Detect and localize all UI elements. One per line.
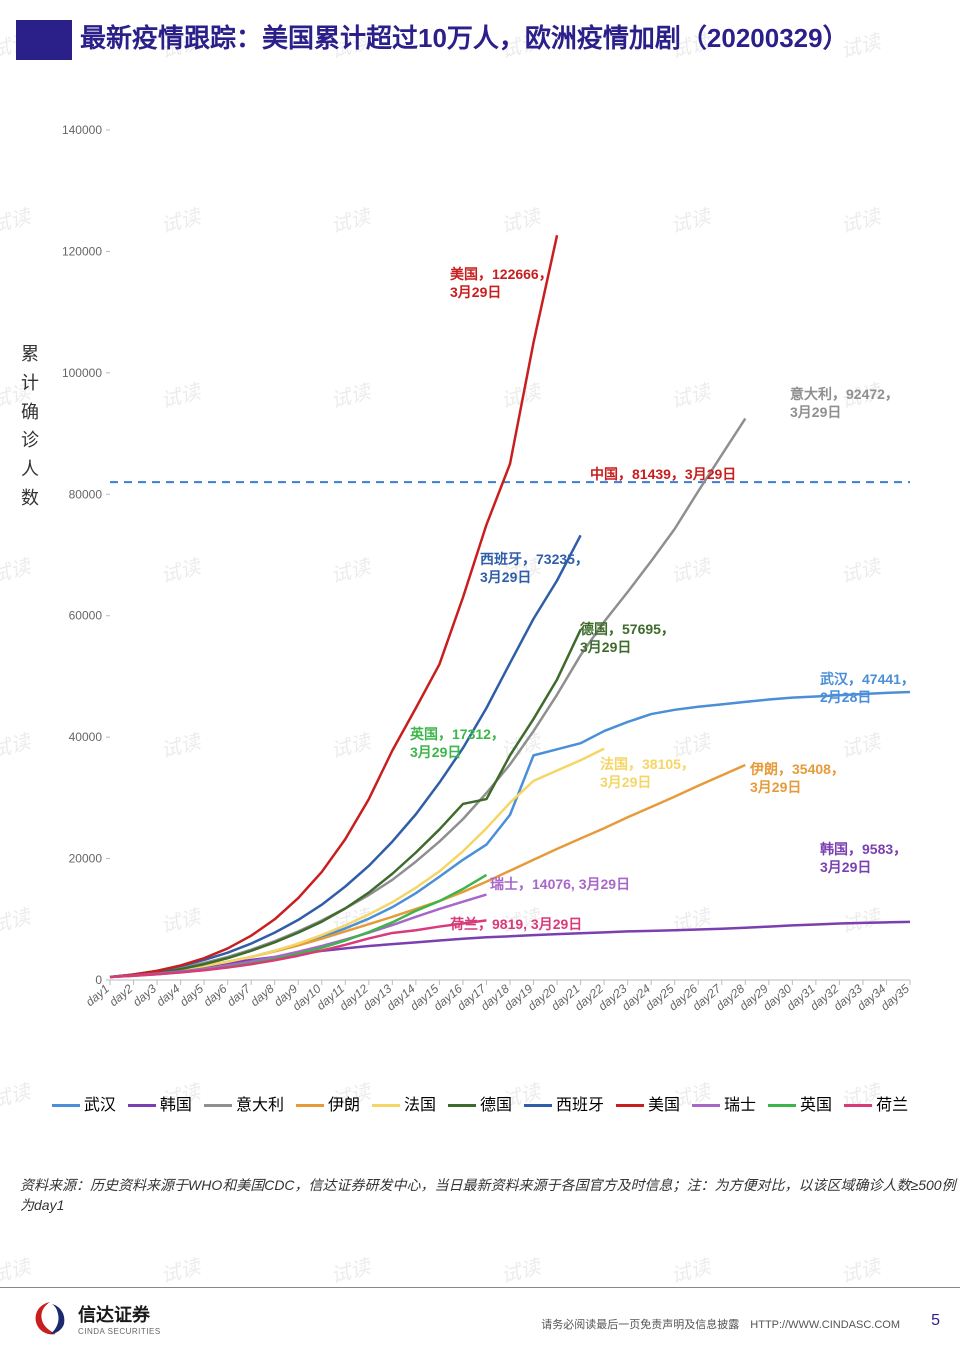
footer-company-cn: 信达证券 — [78, 1301, 161, 1327]
source-note: 资料来源：历史资料来源于WHO和美国CDC，信达证券研发中心，当日最新资料来源于… — [20, 1175, 960, 1215]
chart-data-label: 瑞士，14076, 3月29日 — [490, 875, 630, 893]
chart-data-label: 法国，38105，3月29日 — [600, 755, 695, 791]
legend-label: 德国 — [480, 1097, 512, 1114]
legend-item: 韩国 — [128, 1090, 192, 1122]
chart-data-label: 英国，17312，3月29日 — [410, 725, 505, 761]
footer-page-number: 5 — [931, 1312, 940, 1330]
legend-item: 瑞士 — [692, 1090, 756, 1122]
y-axis-label: 累计确诊人数 — [20, 340, 40, 513]
legend-swatch — [372, 1104, 400, 1107]
legend-item: 美国 — [616, 1090, 680, 1122]
footer-disclaimer: 请务必阅读最后一页免责声明及信息披露 HTTP://WWW.CINDASC.CO… — [541, 1316, 900, 1332]
legend-swatch — [52, 1104, 80, 1107]
legend-swatch — [616, 1104, 644, 1107]
legend-label: 法国 — [404, 1097, 436, 1114]
chart-data-label: 西班牙，73235，3月29日 — [480, 550, 589, 586]
legend-item: 德国 — [448, 1090, 512, 1122]
legend-swatch — [448, 1104, 476, 1107]
legend-item: 西班牙 — [524, 1090, 604, 1122]
chart-data-label: 武汉，47441，2月28日 — [820, 670, 915, 706]
header-accent-bar — [66, 20, 72, 60]
page-title: 最新疫情跟踪：美国累计超过10万人，欧洲疫情加剧（20200329） — [80, 18, 849, 55]
footer-logo: 信达证券 CINDA SECURITIES — [30, 1298, 161, 1338]
legend-label: 英国 — [800, 1097, 832, 1114]
legend-label: 伊朗 — [328, 1097, 360, 1114]
legend-item: 意大利 — [204, 1090, 284, 1122]
page-footer: 信达证券 CINDA SECURITIES 请务必阅读最后一页免责声明及信息披露… — [0, 1287, 960, 1357]
chart-legend: 武汉 韩国 意大利 伊朗 法国 德国 西班牙 美国 瑞士 英国 荷兰 — [0, 1090, 960, 1122]
chart-data-label: 德国，57695，3月29日 — [580, 620, 675, 656]
legend-swatch — [844, 1104, 872, 1107]
legend-label: 瑞士 — [724, 1097, 756, 1114]
legend-label: 荷兰 — [876, 1097, 908, 1114]
legend-swatch — [128, 1104, 156, 1107]
chart-data-label: 韩国，9583，3月29日 — [820, 840, 907, 876]
chart-data-labels: 美国，122666，3月29日意大利，92472，3月29日中国，81439，3… — [50, 120, 920, 1070]
legend-swatch — [768, 1104, 796, 1107]
legend-item: 武汉 — [52, 1090, 116, 1122]
legend-label: 西班牙 — [556, 1097, 604, 1114]
chart-data-label: 美国，122666，3月29日 — [450, 265, 553, 301]
legend-label: 韩国 — [160, 1097, 192, 1114]
legend-swatch — [524, 1104, 552, 1107]
legend-item: 英国 — [768, 1090, 832, 1122]
header-color-block — [16, 20, 66, 60]
legend-label: 意大利 — [236, 1097, 284, 1114]
legend-swatch — [204, 1104, 232, 1107]
legend-swatch — [296, 1104, 324, 1107]
footer-company-en: CINDA SECURITIES — [78, 1327, 161, 1336]
chart-data-label: 荷兰，9819, 3月29日 — [450, 915, 582, 933]
chart-data-label: 伊朗，35408，3月29日 — [750, 760, 845, 796]
legend-item: 伊朗 — [296, 1090, 360, 1122]
company-logo-icon — [30, 1298, 70, 1338]
legend-label: 武汉 — [84, 1097, 116, 1114]
legend-label: 美国 — [648, 1097, 680, 1114]
legend-swatch — [692, 1104, 720, 1107]
legend-item: 法国 — [372, 1090, 436, 1122]
chart-data-label: 意大利，92472，3月29日 — [790, 385, 899, 421]
chart-data-label: 中国，81439，3月29日 — [590, 465, 736, 483]
legend-item: 荷兰 — [844, 1090, 908, 1122]
